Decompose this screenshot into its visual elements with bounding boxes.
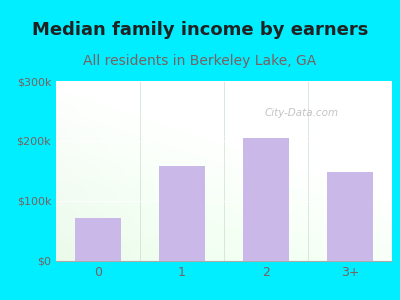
Bar xyxy=(327,172,373,261)
Text: Median family income by earners: Median family income by earners xyxy=(32,21,368,39)
Text: City-Data.com: City-Data.com xyxy=(264,108,338,118)
Bar xyxy=(243,138,289,261)
Bar xyxy=(75,218,121,261)
Bar xyxy=(159,166,205,261)
Text: All residents in Berkeley Lake, GA: All residents in Berkeley Lake, GA xyxy=(83,54,317,68)
